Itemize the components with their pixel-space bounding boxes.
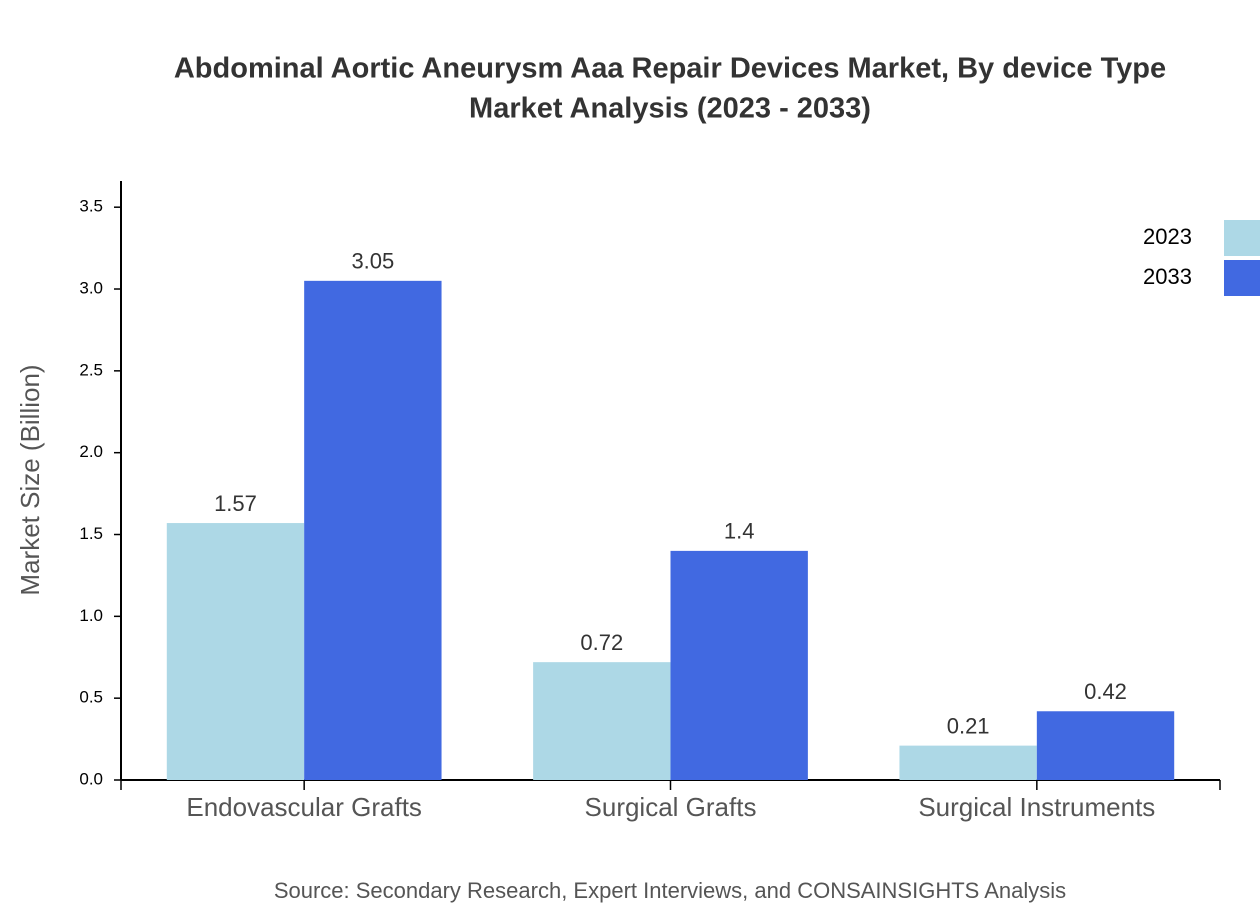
value-label: 3.05 [351,249,394,274]
bar [899,745,1037,780]
y-tick-label: 1.5 [79,524,103,543]
bar [533,662,671,780]
value-label: 0.21 [947,713,990,738]
legend-swatch [1224,260,1260,296]
value-label: 1.57 [214,491,257,516]
value-label: 0.42 [1084,679,1127,704]
x-tick-label: Surgical Instruments [918,792,1155,822]
value-label: 0.72 [580,630,623,655]
y-axis-label: Market Size (Billion) [15,364,45,595]
bar [304,280,442,780]
y-tick-label: 2.5 [79,360,103,379]
chart-title: Abdominal Aortic Aneurysm Aaa Repair Dev… [174,53,1166,85]
y-tick-label: 0.5 [79,688,103,707]
x-tick-label: Surgical Grafts [585,792,757,822]
legend-label: 2033 [1143,264,1192,289]
bar [1036,711,1175,780]
x-tick-label: Endovascular Grafts [186,792,422,822]
legend-label: 2023 [1143,224,1192,249]
value-label: 1.4 [724,519,755,544]
y-tick-label: 2.0 [79,442,103,461]
y-tick-label: 1.0 [79,606,103,625]
y-tick-label: 3.0 [79,279,103,298]
y-tick-label: 3.5 [79,197,103,216]
source-note: Source: Secondary Research, Expert Inter… [274,878,1066,903]
legend-swatch [1224,220,1260,256]
bar [166,523,305,780]
bar [670,550,808,780]
chart-title: Market Analysis (2023 - 2033) [469,93,871,125]
y-tick-label: 0.0 [79,769,103,788]
